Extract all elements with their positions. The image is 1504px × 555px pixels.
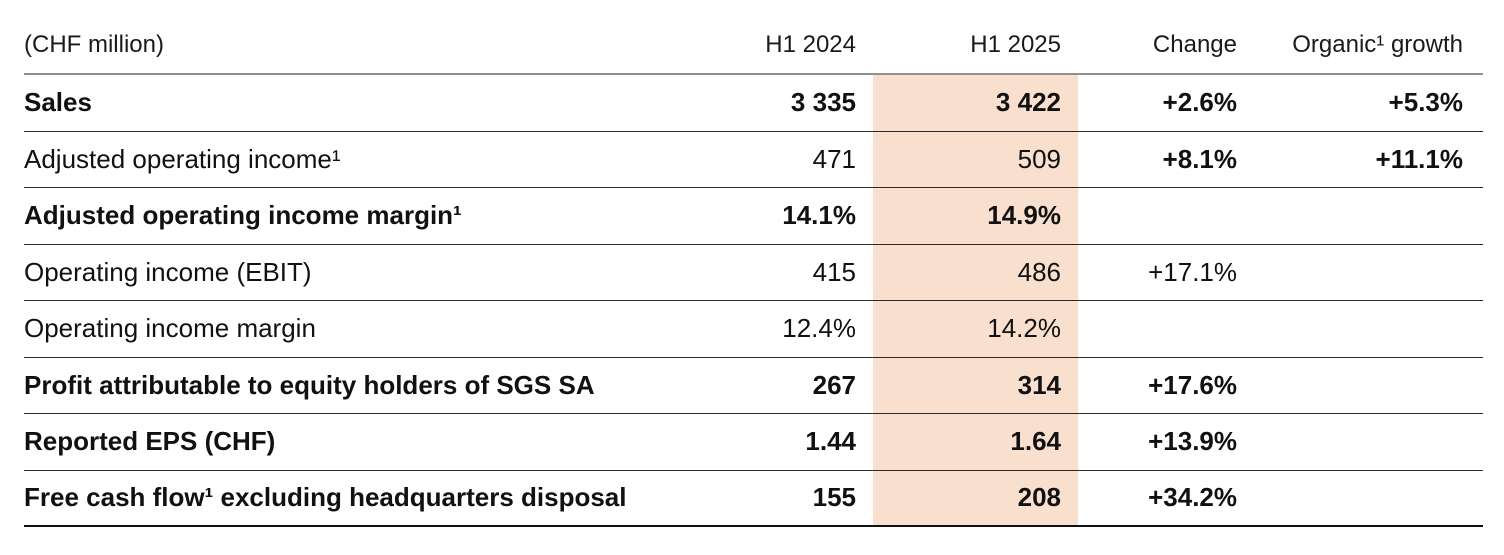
row-label: Operating income (EBIT) (24, 256, 312, 287)
row-label: Sales (24, 87, 92, 118)
value-h1-2024: 3 335 (790, 87, 856, 118)
row-label: Adjusted operating income¹ (24, 143, 341, 174)
table-body: Sales 3 335 3 422 +2.6% +5.3% Adjusted o… (24, 75, 1483, 527)
value-h1-2025: 314 (1017, 369, 1061, 400)
row-label: Reported EPS (CHF) (24, 426, 276, 457)
value-h1-2024: 471 (812, 143, 856, 174)
value-h1-2025: 3 422 (995, 87, 1061, 118)
value-h1-2025: 14.9% (987, 200, 1061, 231)
table-row: Profit attributable to equity holders of… (24, 358, 1483, 414)
table-row: Adjusted operating income¹ 471 509 +8.1%… (24, 132, 1483, 188)
row-label: Free cash flow¹ excluding headquarters d… (24, 482, 627, 513)
value-h1-2024: 14.1% (782, 200, 856, 231)
table-row: Sales 3 335 3 422 +2.6% +5.3% (24, 75, 1483, 132)
financial-results-table: (CHF million) H1 2024 H1 2025 Change Org… (24, 0, 1483, 527)
value-h1-2025: 208 (1017, 482, 1061, 513)
value-h1-2024: 1.44 (805, 426, 856, 457)
table-row: Free cash flow¹ excluding headquarters d… (24, 471, 1483, 527)
value-h1-2024: 415 (812, 256, 856, 287)
column-header-organic-growth: Organic¹ growth (1292, 30, 1463, 58)
value-h1-2025: 1.64 (1010, 426, 1061, 457)
value-change: +2.6% (1162, 87, 1237, 118)
column-header-change: Change (1152, 30, 1237, 58)
table-row: Operating income (EBIT) 415 486 +17.1% (24, 245, 1483, 301)
value-h1-2025: 509 (1017, 143, 1061, 174)
value-change: +17.1% (1148, 256, 1237, 287)
value-organic-growth: +11.1% (1375, 143, 1463, 174)
column-header-h1-2025: H1 2025 (970, 30, 1061, 58)
row-label: Operating income margin (24, 313, 316, 344)
value-change: +13.9% (1148, 426, 1237, 457)
value-h1-2024: 12.4% (782, 313, 856, 344)
value-h1-2025: 14.2% (987, 313, 1061, 344)
table-header-row: (CHF million) H1 2024 H1 2025 Change Org… (24, 0, 1483, 75)
table-row: Reported EPS (CHF) 1.44 1.64 +13.9% (24, 414, 1483, 471)
table-row: Operating income margin 12.4% 14.2% (24, 301, 1483, 358)
row-label: Adjusted operating income margin¹ (24, 200, 462, 231)
row-label: Profit attributable to equity holders of… (24, 369, 595, 400)
value-h1-2024: 267 (812, 369, 856, 400)
h1-2025-highlight-band (873, 75, 1078, 527)
column-header-h1-2024: H1 2024 (765, 30, 856, 58)
value-change: +17.6% (1148, 369, 1237, 400)
value-change: +8.1% (1162, 143, 1237, 174)
value-organic-growth: +5.3% (1388, 87, 1463, 118)
value-h1-2025: 486 (1017, 256, 1061, 287)
unit-label: (CHF million) (24, 30, 164, 58)
value-h1-2024: 155 (812, 482, 856, 513)
table-row: Adjusted operating income margin¹ 14.1% … (24, 188, 1483, 245)
value-change: +34.2% (1148, 482, 1237, 513)
